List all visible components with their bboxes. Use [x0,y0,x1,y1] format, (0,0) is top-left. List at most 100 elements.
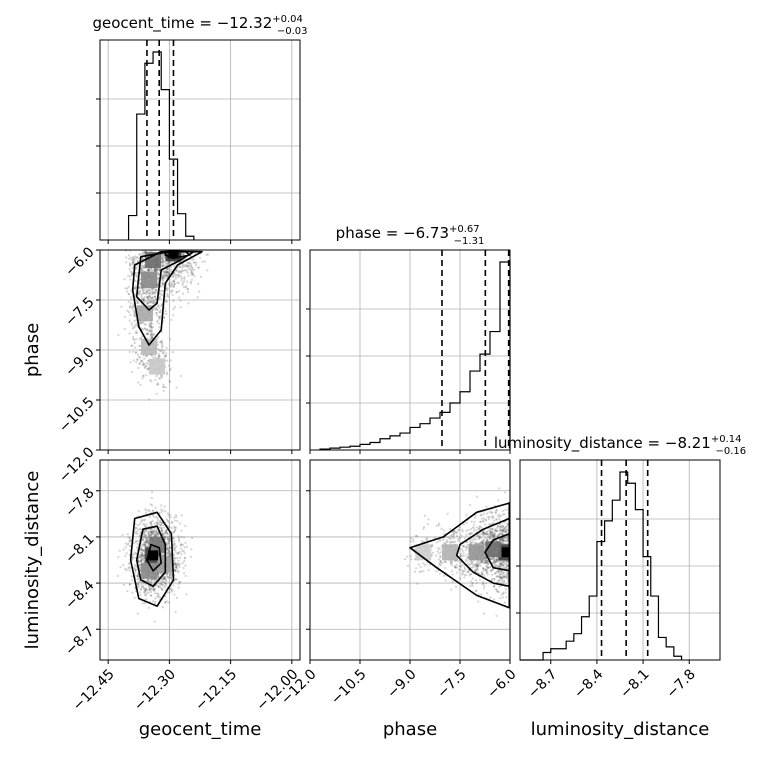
sample-point [482,520,485,523]
sample-point [177,559,180,562]
sample-point [148,531,151,534]
sample-point [469,584,472,588]
sample-point [171,293,174,297]
sample-point [486,538,489,542]
sample-point [136,301,139,304]
sample-point [512,582,514,584]
sample-point [162,283,165,286]
sample-point [129,539,132,543]
sample-point [182,550,185,553]
sample-point [449,561,452,565]
sample-point [172,240,174,242]
sample-point [147,534,150,537]
sample-point [162,554,165,557]
sample-point [165,274,168,277]
sample-point [174,529,177,532]
sample-point [501,538,504,541]
sample-point [180,529,183,532]
sample-point [525,536,527,538]
sample-point [160,528,164,531]
sample-point [468,569,471,572]
sample-point [161,530,164,533]
sample-point [206,253,210,256]
sample-point [148,301,151,304]
sample-point [451,580,454,583]
sample-point [513,557,515,559]
sample-point [170,229,172,231]
sample-point [135,299,138,302]
sample-point [151,334,154,337]
sample-point [495,559,498,562]
sample-point [125,552,128,555]
sample-point [176,221,178,223]
sample-point [153,269,156,272]
sample-point [133,551,136,554]
sample-point [161,264,164,267]
sample-point [122,548,125,551]
sample-point [191,245,193,247]
sample-point [463,545,466,548]
sample-point [140,557,143,560]
sample-point [474,514,477,517]
sample-point [515,559,517,561]
sample-point [514,535,516,537]
sample-point [151,504,154,507]
sample-point [482,542,485,545]
sample-point [517,557,519,559]
sample-point [520,506,522,508]
sample-point [474,589,477,593]
sample-point [513,537,515,539]
sample-point [158,311,161,314]
sample-point [166,537,169,540]
sample-point [126,532,129,536]
sample-point [148,515,151,518]
sample-point [454,565,457,568]
sample-point [517,557,519,559]
sample-point [133,310,136,314]
sample-point [165,207,167,209]
sample-point [150,300,153,304]
sample-point [131,261,135,264]
sample-point [499,566,502,569]
sample-point [489,565,492,568]
sample-point [143,590,146,593]
sample-point [482,567,485,570]
sample-point [138,533,142,536]
sample-point [174,610,177,613]
sample-point [146,296,149,299]
sample-point [406,564,410,567]
sample-point [133,324,137,327]
sample-point [177,535,180,538]
sample-point [439,539,442,542]
sample-point [172,285,176,289]
panel-luminosity_distance-geocent_time [96,459,301,664]
sample-point [131,305,134,308]
sample-point [496,560,500,564]
sample-point [144,545,148,548]
sample-point [139,593,142,597]
sample-point [500,576,503,579]
sample-point [477,533,480,536]
sample-point [484,559,487,562]
sample-point [133,314,136,318]
sample-point [183,556,187,559]
sample-point [164,264,167,268]
sample-point [502,576,506,579]
sample-point [147,246,149,248]
sample-point [482,532,486,535]
sample-point [139,520,143,523]
sample-point [138,535,142,538]
contour-level-0 [146,543,162,572]
sample-point [511,571,513,573]
sample-point [191,272,194,275]
sample-point [460,534,463,537]
sample-point [136,524,139,527]
sample-point [439,560,442,564]
sample-point [138,253,141,256]
sample-point [180,232,182,234]
sample-point [156,343,159,346]
sample-point [129,270,132,273]
sample-point [502,592,505,595]
sample-point [134,287,138,290]
sample-point [466,560,469,563]
